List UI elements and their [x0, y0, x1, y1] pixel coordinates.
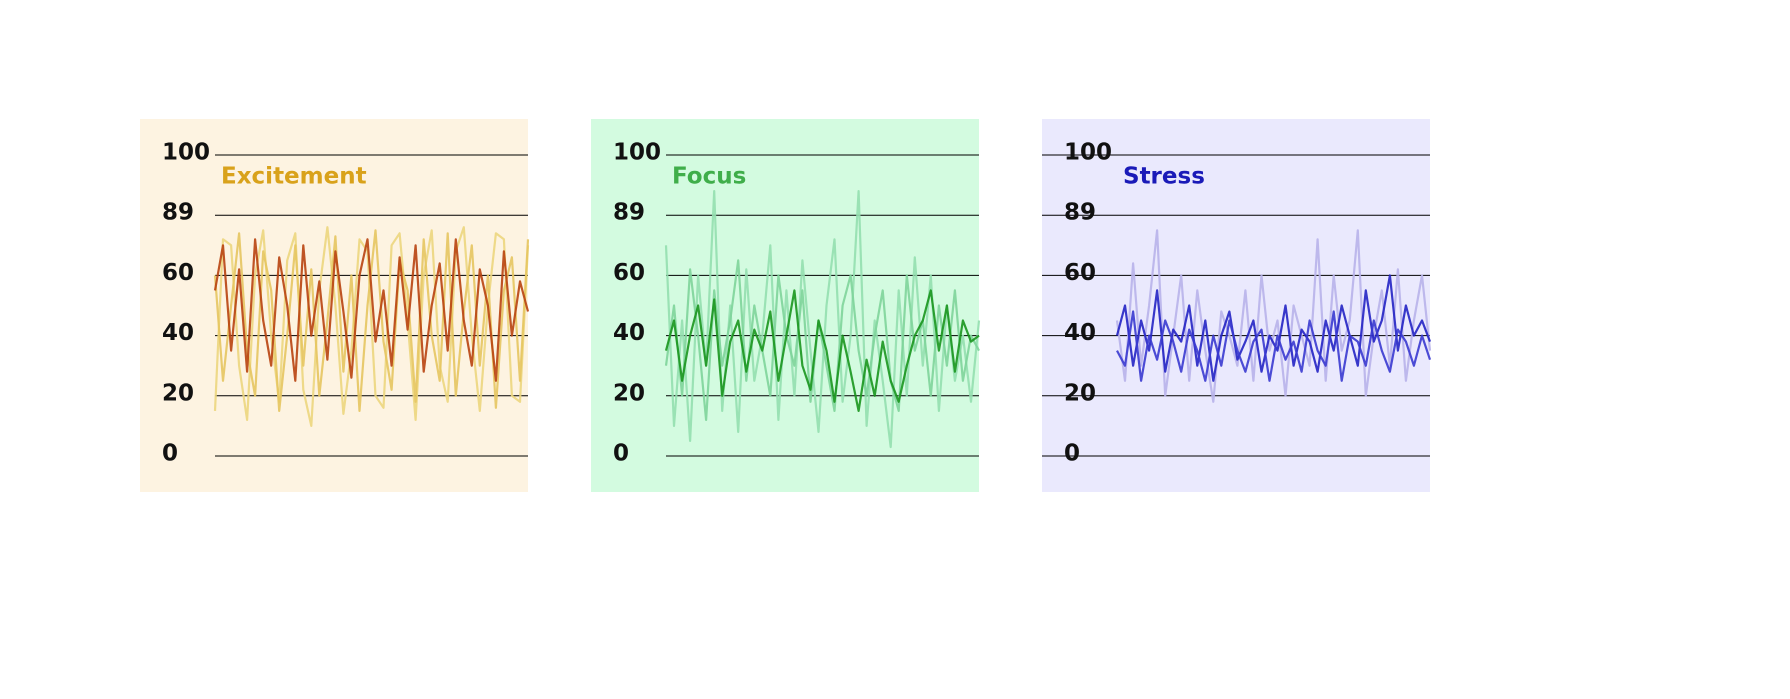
y-tick-label: 20 [162, 380, 194, 406]
series-line [664, 289, 980, 412]
y-tick-label: 60 [1064, 260, 1096, 286]
y-tick-label: 40 [613, 320, 645, 346]
series-line [664, 259, 980, 421]
panel [1042, 119, 1430, 492]
y-tick-label: 60 [613, 260, 645, 286]
y-tick-label: 89 [613, 200, 645, 226]
chart-title: Focus [672, 164, 746, 190]
y-tick-label: 0 [1064, 441, 1080, 467]
series-line [1115, 229, 1432, 403]
y-tick-label: 20 [613, 380, 645, 406]
y-tick-label: 100 [613, 140, 661, 166]
y-tick-label: 0 [162, 441, 178, 467]
y-tick-label: 89 [1064, 200, 1096, 226]
chart-title: Stress [1123, 164, 1205, 190]
series-line [1116, 310, 1432, 382]
series-line [213, 238, 530, 382]
y-tick-label: 40 [1064, 320, 1096, 346]
chart-title: Excitement [221, 164, 367, 190]
y-tick-label: 100 [1064, 140, 1112, 166]
series-line [213, 226, 530, 427]
series-line [1115, 274, 1432, 382]
y-tick-label: 0 [613, 441, 629, 467]
y-tick-label: 20 [1064, 380, 1096, 406]
y-tick-label: 60 [162, 260, 194, 286]
y-tick-label: 40 [162, 320, 194, 346]
series-line [664, 190, 981, 449]
y-tick-label: 89 [162, 200, 194, 226]
y-tick-label: 100 [162, 140, 210, 166]
